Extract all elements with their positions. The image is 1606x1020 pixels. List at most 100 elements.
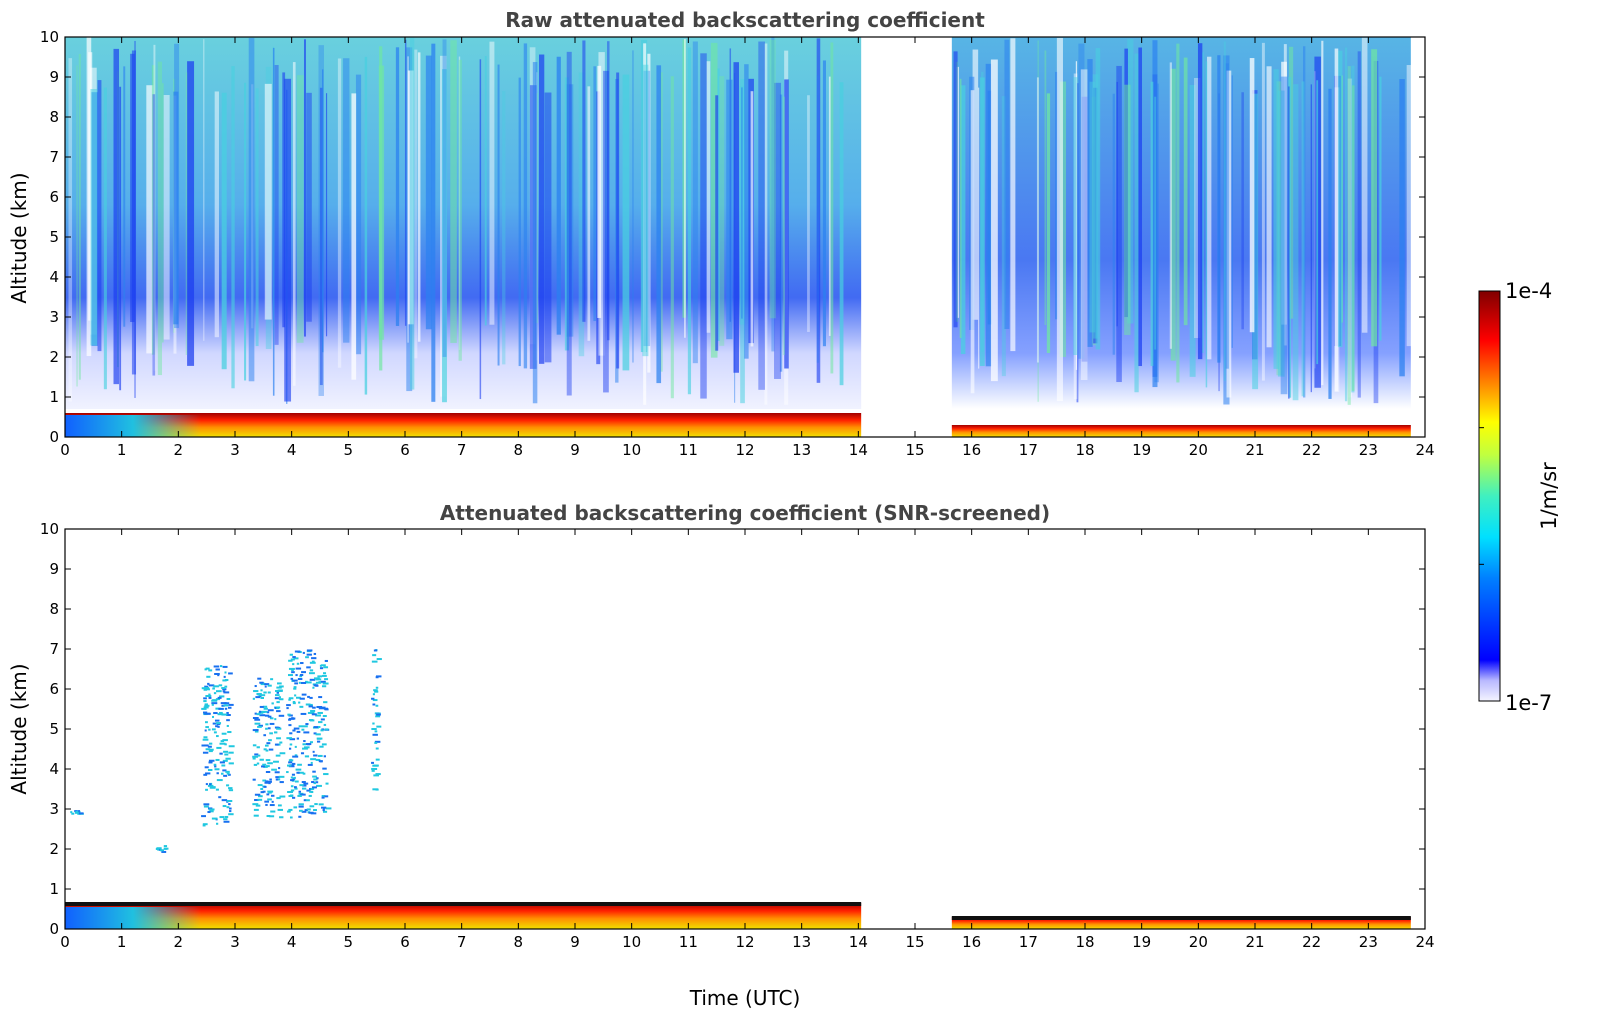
x-tick-label: 2 [174,441,184,459]
signal-streak [598,52,605,356]
feature-pixel [276,686,282,689]
feature-pixel [310,703,313,706]
feature-pixel [319,754,323,757]
feature-pixel [224,671,227,674]
feature-pixel [222,679,227,682]
feature-pixel [313,652,317,655]
x-tick-label: 1 [117,933,127,951]
x-tick-label: 4 [287,441,297,459]
signal-streak [1073,77,1078,355]
signal-streak [1037,40,1039,402]
feature-pixel [279,752,286,755]
feature-pixel [298,725,303,728]
feature-pixel [263,785,267,788]
feature-pixel [252,717,259,720]
feature-pixel [268,748,274,751]
feature-pixel [259,710,262,713]
x-tick-label: 15 [905,933,924,951]
feature-pixel [213,731,217,734]
signal-streak [458,56,461,350]
feature-pixel [372,722,375,725]
y-tick-label: 5 [49,228,59,246]
signal-streak [1321,40,1324,386]
feature-pixel [264,685,267,688]
x-tick-label: 3 [230,933,240,951]
feature-pixel [318,707,325,710]
feature-pixel [286,707,289,710]
y-tick-label: 10 [40,28,59,46]
feature-pixel [213,712,218,715]
feature-pixel [292,663,295,666]
signal-streak [1337,50,1343,348]
feature-pixel [228,745,235,748]
feature-pixel [294,787,298,790]
feature-pixel [254,712,257,715]
signal-streak [622,74,630,371]
signal-streak [292,62,296,386]
feature-pixel [312,711,315,714]
feature-pixel [215,788,219,791]
x-tick-label: 7 [457,933,467,951]
feature-pixel [304,755,310,758]
signal-streak [1361,37,1368,333]
feature-pixel [288,697,294,700]
feature-pixel [297,763,302,766]
feature-pixel [316,784,322,787]
feature-pixel [324,795,329,798]
feature-pixel [323,672,327,675]
feature-pixel [376,713,381,716]
signal-streak [764,43,768,405]
signal-streak [1205,61,1208,388]
feature-pixel [292,701,296,704]
feature-pixel [220,772,224,775]
feature-pixel [293,657,299,660]
feature-pixel [278,775,285,778]
feature-pixel [226,711,229,714]
signal-streak [272,47,275,396]
feature-pixel [224,707,228,710]
feature-pixel [271,702,274,705]
feature-pixel [70,811,73,814]
feature-pixel [266,793,270,796]
feature-pixel [303,740,306,743]
feature-pixel [375,675,382,678]
feature-pixel [279,685,284,688]
signal-streak [414,49,418,359]
feature-pixel [223,774,228,777]
signal-streak [960,85,966,355]
signal-streak [248,38,255,382]
feature-pixel [212,715,215,718]
feature-pixel [216,746,222,749]
feature-pixel [318,681,322,684]
feature-pixel [219,695,225,698]
signal-streak [119,86,122,391]
y-tick-label: 0 [49,920,59,938]
feature-pixel [312,750,315,753]
feature-pixel [297,678,303,681]
feature-pixel [375,758,380,761]
signal-streak [642,64,649,357]
feature-pixel [220,702,227,705]
feature-pixel [203,736,208,739]
feature-pixel [218,711,223,714]
feature-pixel [299,697,305,700]
feature-pixel [317,754,321,757]
feature-pixel [318,803,324,806]
signal-streak [822,60,826,347]
boundary-layer [951,425,1411,437]
x-tick-label: 17 [1019,933,1038,951]
feature-pixel [261,765,265,768]
signal-streak [1150,81,1154,366]
signal-streak [771,37,775,352]
feature-pixel [228,751,234,754]
x-tick-label: 12 [735,441,754,459]
feature-pixel [287,674,293,677]
feature-pixel [311,660,315,663]
feature-pixel [371,761,375,764]
feature-pixel [265,780,269,783]
feature-pixel [298,790,302,793]
feature-pixel [201,744,205,747]
feature-pixel [293,727,300,730]
signal-streak [632,50,634,363]
signal-streak [1095,48,1101,350]
